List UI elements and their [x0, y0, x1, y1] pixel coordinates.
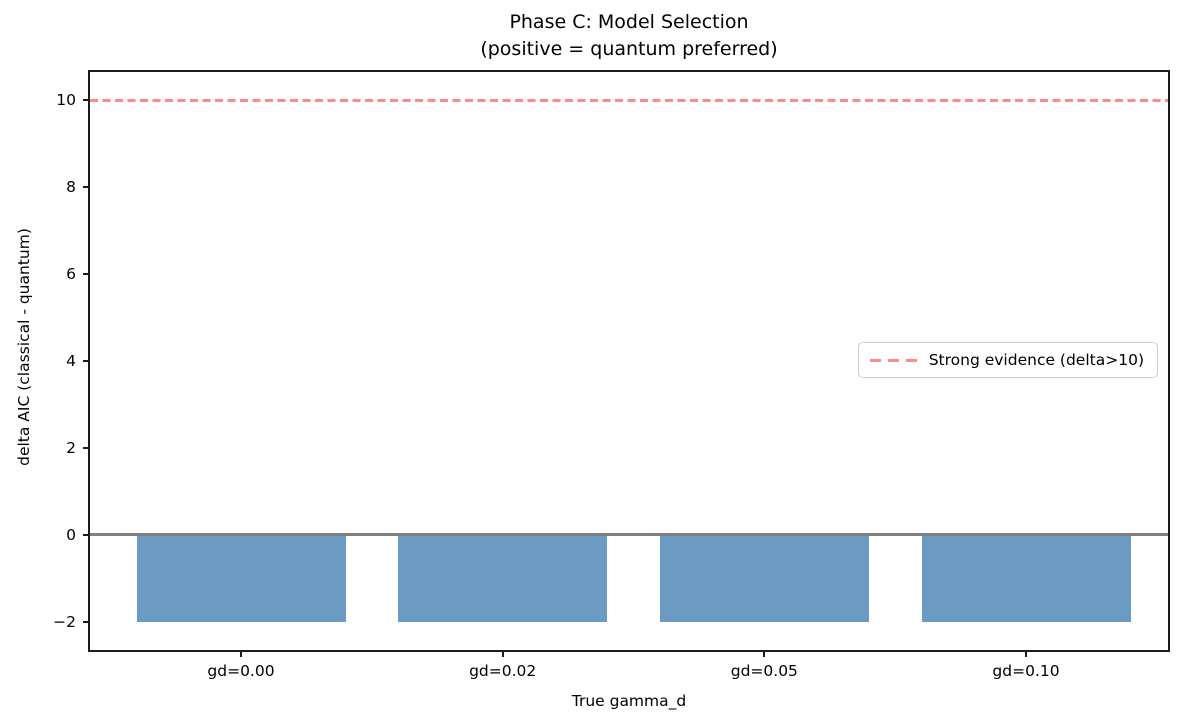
y-tick-mark	[83, 533, 90, 536]
chart-title-line2: (positive = quantum preferred)	[480, 38, 778, 60]
legend: Strong evidence (delta>10)	[857, 342, 1158, 378]
x-tick-mark	[763, 650, 766, 657]
x-tick-label: gd=0.05	[730, 662, 798, 680]
y-tick-mark	[83, 186, 90, 189]
legend-label: Strong evidence (delta>10)	[928, 351, 1144, 369]
plot-area	[90, 72, 1168, 650]
x-tick-label: gd=0.02	[469, 662, 537, 680]
chart-title-line1: Phase C: Model Selection	[509, 11, 749, 33]
threshold-line	[90, 98, 1168, 102]
y-tick-mark	[83, 620, 90, 623]
y-tick-label: 0	[66, 525, 76, 544]
y-tick-mark	[83, 446, 90, 449]
zero-line	[90, 533, 1168, 537]
y-tick-mark	[83, 360, 90, 362]
y-tick-mark	[83, 99, 90, 102]
y-tick-label: 8	[66, 178, 76, 197]
x-axis-label: True gamma_d	[571, 692, 687, 710]
y-tick-label: 4	[66, 352, 76, 370]
x-tick-mark	[501, 650, 504, 657]
chart-title: Phase C: Model Selection (positive = qua…	[90, 9, 1168, 63]
legend-dashed-line-icon	[869, 358, 917, 362]
y-tick-mark	[83, 273, 90, 276]
x-tick-label: gd=0.00	[207, 662, 275, 680]
y-tick-label: 10	[56, 91, 76, 110]
bar-gd=0.02	[398, 534, 608, 622]
bar-gd=0.05	[659, 534, 869, 622]
y-tick-label: 6	[66, 265, 76, 284]
x-tick-mark	[1025, 650, 1027, 657]
x-tick-label: gd=0.10	[992, 662, 1060, 680]
y-tick-label: 2	[66, 438, 76, 457]
y-tick-label: −2	[53, 612, 76, 631]
bar-gd=0.10	[921, 534, 1131, 622]
x-tick-mark	[240, 650, 242, 657]
bar-gd=0.00	[136, 534, 346, 622]
